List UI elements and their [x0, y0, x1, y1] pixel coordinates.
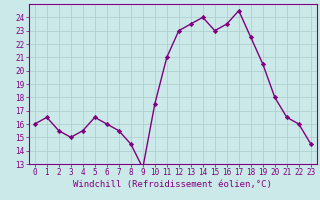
X-axis label: Windchill (Refroidissement éolien,°C): Windchill (Refroidissement éolien,°C): [73, 180, 272, 189]
